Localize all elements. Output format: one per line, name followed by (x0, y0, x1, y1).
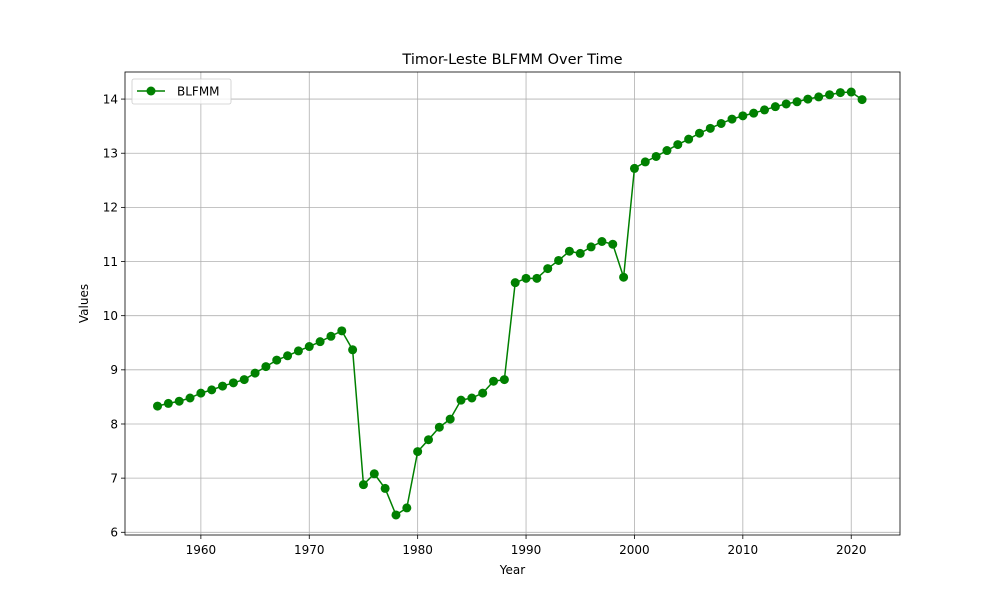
legend-label: BLFMM (177, 85, 220, 99)
data-point (434, 422, 444, 432)
data-point (423, 435, 433, 445)
data-point (337, 326, 347, 336)
data-point (694, 128, 704, 138)
data-point (456, 395, 466, 405)
x-tick-label: 1960 (186, 543, 217, 557)
data-point (272, 355, 282, 365)
data-point (185, 393, 195, 403)
y-tick-label: 6 (110, 526, 118, 540)
data-point (760, 105, 770, 115)
data-point (413, 447, 423, 457)
x-tick-label: 1990 (511, 543, 542, 557)
data-point (348, 345, 358, 355)
data-point (640, 157, 650, 167)
data-point (814, 92, 824, 102)
y-tick-label: 13 (103, 147, 118, 161)
data-point (239, 375, 249, 385)
chart-title: Timor-Leste BLFMM Over Time (401, 52, 622, 68)
data-point (825, 90, 835, 100)
y-tick-label: 14 (103, 92, 118, 106)
y-tick-label: 8 (110, 417, 118, 431)
data-point (402, 503, 412, 513)
data-point (543, 264, 553, 274)
data-point (174, 396, 184, 406)
y-tick-label: 9 (110, 363, 118, 377)
x-tick-label: 2000 (619, 543, 650, 557)
data-point (510, 278, 520, 288)
data-point (662, 146, 672, 156)
data-point (315, 337, 325, 347)
data-point (781, 99, 791, 109)
data-point (532, 273, 542, 283)
data-point (705, 123, 715, 133)
series-layer (153, 87, 867, 520)
legend-box (131, 78, 232, 105)
data-point (521, 273, 531, 283)
data-point (391, 510, 401, 520)
x-axis-label: Year (499, 563, 525, 577)
x-tick-label: 2010 (728, 543, 759, 557)
data-point (727, 114, 737, 124)
data-point (478, 388, 488, 398)
data-point (803, 94, 813, 104)
data-point (358, 480, 368, 490)
data-point (467, 393, 477, 403)
legend-marker (146, 86, 156, 96)
data-point (738, 111, 748, 121)
data-point (489, 376, 499, 386)
data-point (283, 351, 293, 361)
data-point (499, 375, 509, 385)
data-point (228, 378, 238, 388)
data-point (716, 118, 726, 128)
data-point (153, 401, 163, 411)
y-tick-label: 10 (103, 309, 118, 323)
data-point (857, 95, 867, 105)
data-point (207, 385, 217, 395)
data-point (326, 331, 336, 341)
data-point (261, 362, 271, 372)
series-line (157, 91, 863, 516)
y-tick-label: 12 (103, 201, 118, 215)
data-point (196, 388, 206, 398)
data-point (749, 108, 759, 118)
legend: BLFMM (131, 78, 232, 105)
data-point (651, 151, 661, 161)
axis-ticks: 1960 1970 1980 1990 2000 2010 2020 6 7 8 9 10 11 12 13… (103, 92, 867, 557)
data-point (608, 239, 618, 249)
data-point (673, 140, 683, 150)
y-axis-label: Values (77, 284, 91, 323)
data-point (369, 469, 379, 479)
data-point (597, 236, 607, 246)
data-point (250, 368, 260, 378)
y-tick-label: 11 (103, 255, 118, 269)
data-point (564, 246, 574, 256)
x-tick-label: 2020 (836, 543, 867, 557)
x-tick-label: 1980 (402, 543, 433, 557)
x-tick-label: 1970 (294, 543, 325, 557)
data-point (586, 242, 596, 252)
data-point (770, 102, 780, 112)
data-point (684, 134, 694, 144)
plot-area (124, 71, 901, 536)
data-point (445, 414, 455, 424)
data-point (293, 346, 303, 356)
data-point (629, 163, 639, 173)
data-point (619, 272, 629, 282)
data-point (163, 398, 173, 408)
data-point (575, 248, 585, 258)
data-point (304, 342, 314, 352)
data-point (554, 255, 564, 265)
data-point (218, 381, 228, 391)
data-point (846, 87, 856, 97)
data-point (380, 483, 390, 493)
data-point (792, 97, 802, 107)
data-point (835, 88, 845, 98)
y-tick-label: 7 (110, 471, 118, 485)
